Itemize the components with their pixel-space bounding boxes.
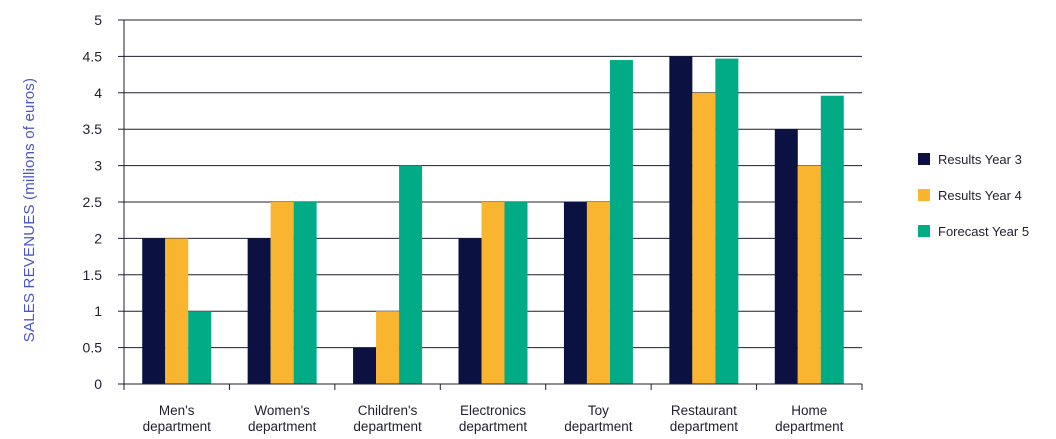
y-tick-label: 5	[94, 12, 102, 28]
bar-results-year-4	[165, 238, 189, 384]
y-axis-label: SALES REVENUES (millions of euros)	[21, 78, 38, 342]
y-tick-label: 2.5	[83, 194, 103, 210]
x-category-label: Women's department	[248, 403, 317, 434]
bar-forecast-year-5	[504, 202, 528, 384]
bar-results-year-3	[458, 238, 482, 384]
bar-results-year-3	[563, 202, 587, 384]
bar-results-year-3	[774, 129, 798, 384]
y-tick-label: 1.5	[83, 267, 103, 283]
y-tick-label: 0	[94, 376, 102, 392]
bar-forecast-year-5	[293, 202, 317, 384]
y-tick-label: 2	[94, 230, 102, 246]
x-category-label: Children's department	[353, 403, 422, 434]
x-category-label: Restaurant department	[670, 403, 739, 434]
bar-forecast-year-5	[715, 58, 739, 385]
bar-results-year-3	[142, 238, 166, 384]
bar-forecast-year-5	[188, 311, 212, 384]
y-tick-label: 3	[94, 158, 102, 174]
legend-label: Results Year 4	[938, 188, 1022, 203]
y-tick-label: 3.5	[83, 121, 103, 137]
x-category-label: Electronics department	[459, 403, 528, 434]
bars	[142, 56, 844, 385]
legend-label: Forecast Year 5	[938, 224, 1029, 239]
bar-forecast-year-5	[609, 60, 633, 384]
bar-results-year-4	[797, 165, 821, 384]
bar-results-year-4	[376, 311, 400, 384]
legend-swatch	[918, 189, 930, 201]
x-category-label: Home department	[775, 403, 844, 434]
bar-results-year-4	[692, 92, 716, 385]
y-tick-label: 1	[94, 303, 102, 319]
axes	[123, 20, 863, 390]
bar-results-year-3	[669, 56, 693, 385]
x-category-label: Toy department	[564, 403, 633, 434]
y-tick-label: 4.5	[83, 48, 103, 64]
legend-swatch	[918, 153, 930, 165]
legend-label: Results Year 3	[938, 152, 1022, 167]
x-category-label: Men's department	[143, 403, 212, 434]
legend-swatch	[918, 225, 930, 237]
legend: Results Year 3 Results Year 4 Forecast Yea…	[918, 152, 1029, 239]
y-tick-label: 0.5	[83, 340, 103, 356]
y-axis-ticks: 0 0.5 1 1.5 2 2.5 3 3.5 4 4.5 5	[83, 12, 124, 392]
bar-results-year-4	[586, 202, 610, 384]
bar-results-year-4	[270, 202, 294, 384]
bar-results-year-3	[353, 347, 377, 384]
bar-forecast-year-5	[820, 95, 844, 384]
bar-forecast-year-5	[399, 165, 423, 384]
bar-results-year-4	[481, 202, 505, 384]
x-axis-labels: Men's department Women's department Children…	[143, 403, 844, 434]
y-tick-label: 4	[94, 85, 102, 101]
bar-results-year-3	[247, 238, 271, 384]
